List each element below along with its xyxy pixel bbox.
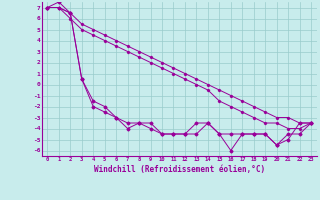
X-axis label: Windchill (Refroidissement éolien,°C): Windchill (Refroidissement éolien,°C): [94, 165, 265, 174]
